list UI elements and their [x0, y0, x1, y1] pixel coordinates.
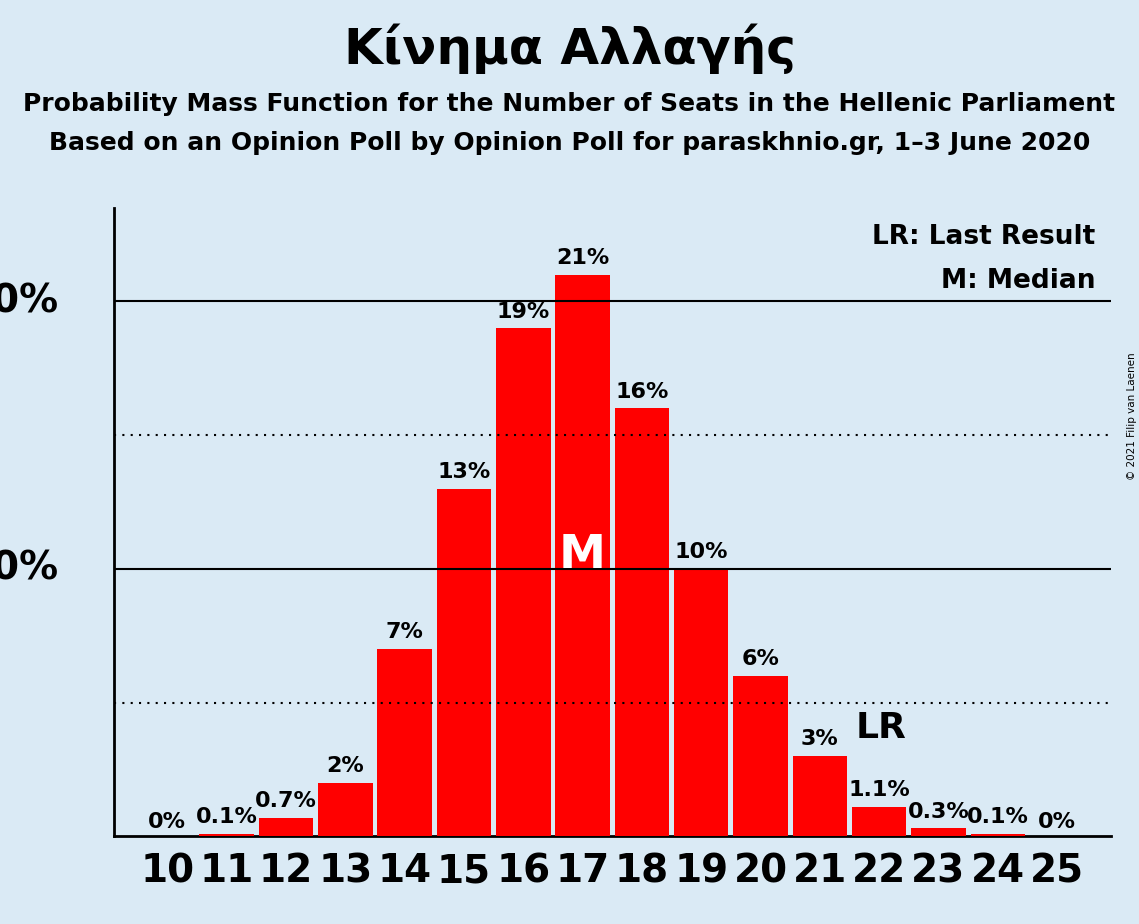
Text: 6%: 6%	[741, 650, 779, 669]
Text: 0.1%: 0.1%	[196, 807, 257, 827]
Bar	[436, 489, 491, 836]
Text: 3%: 3%	[801, 729, 838, 749]
Text: 10%: 10%	[674, 542, 728, 562]
Text: 19%: 19%	[497, 301, 550, 322]
Text: 0.1%: 0.1%	[967, 807, 1029, 827]
Text: 20%: 20%	[0, 283, 59, 321]
Bar	[852, 807, 907, 836]
Text: M: M	[559, 533, 606, 578]
Text: 16%: 16%	[615, 382, 669, 402]
Text: 13%: 13%	[437, 462, 491, 482]
Bar	[377, 649, 432, 836]
Text: 21%: 21%	[556, 248, 609, 268]
Bar	[318, 783, 372, 836]
Bar	[970, 833, 1025, 836]
Text: 0.3%: 0.3%	[908, 801, 969, 821]
Text: M: Median: M: Median	[941, 268, 1096, 294]
Bar	[615, 408, 670, 836]
Text: Κίνημα Αλλαγής: Κίνημα Αλλαγής	[344, 23, 795, 74]
Bar	[911, 828, 966, 836]
Text: 10%: 10%	[0, 550, 59, 588]
Text: 0%: 0%	[1038, 812, 1076, 833]
Bar	[556, 274, 609, 836]
Text: 0%: 0%	[148, 812, 187, 833]
Text: 2%: 2%	[327, 756, 364, 776]
Bar	[674, 569, 729, 836]
Text: 1.1%: 1.1%	[849, 780, 910, 800]
Text: LR: Last Result: LR: Last Result	[872, 224, 1096, 249]
Bar	[199, 833, 254, 836]
Text: 0.7%: 0.7%	[255, 791, 317, 811]
Text: LR: LR	[855, 711, 907, 746]
Bar	[495, 328, 550, 836]
Text: 7%: 7%	[386, 623, 424, 642]
Bar	[793, 756, 847, 836]
Bar	[259, 818, 313, 836]
Text: © 2021 Filip van Laenen: © 2021 Filip van Laenen	[1126, 352, 1137, 480]
Bar	[734, 675, 788, 836]
Text: Probability Mass Function for the Number of Seats in the Hellenic Parliament: Probability Mass Function for the Number…	[24, 92, 1115, 116]
Text: Based on an Opinion Poll by Opinion Poll for paraskhnio.gr, 1–3 June 2020: Based on an Opinion Poll by Opinion Poll…	[49, 131, 1090, 155]
